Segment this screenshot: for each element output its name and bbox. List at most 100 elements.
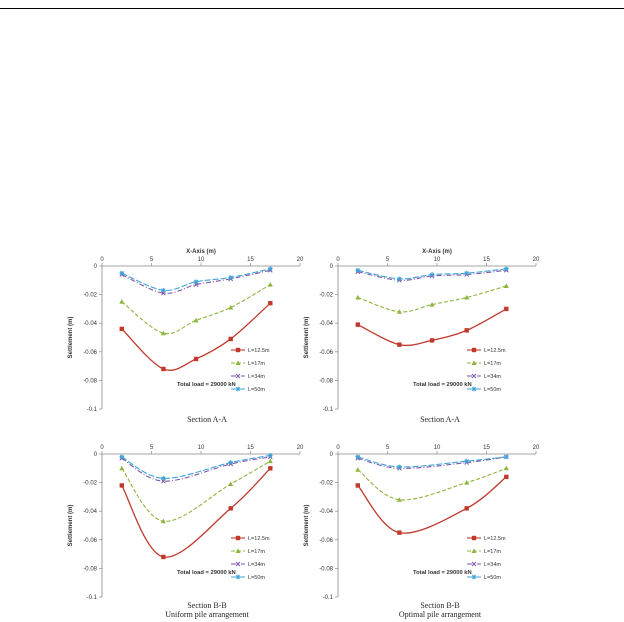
data-point [119, 326, 124, 332]
series-line-3 [121, 456, 271, 482]
series-line-3 [121, 269, 271, 294]
data-point [267, 453, 273, 458]
y-axis-title: Settlement (m) [304, 505, 310, 547]
series-line-1 [121, 467, 271, 558]
y-tick-label: -0.04 [319, 321, 333, 327]
y-tick-label: -0.06 [83, 538, 97, 544]
data-point [429, 302, 435, 307]
legend-marker [471, 360, 477, 365]
data-point [355, 294, 361, 300]
legend-label: L=12.5m [484, 536, 506, 542]
data-point [355, 467, 361, 472]
data-point [464, 458, 470, 464]
data-point [504, 474, 509, 480]
data-point [397, 342, 402, 347]
data-point [160, 287, 166, 293]
y-axis-title: Settlement (m) [68, 505, 74, 547]
x-tick-label: 15 [483, 445, 490, 451]
data-point [396, 309, 402, 314]
series-line-2 [121, 460, 271, 522]
chart-panel-1: 0 5 10 15 20 0 -0.02 -0.04 -0.06 -0.08 -0.1 X-Axis … [60, 244, 360, 414]
legend-label: L=34m [248, 562, 265, 568]
data-point [503, 283, 509, 289]
data-point [228, 506, 233, 511]
total-load-annotation: Total load = 29000 kN [413, 382, 472, 388]
y-tick-label: -0.02 [319, 293, 333, 299]
y-tick-label: 0 [94, 264, 98, 270]
chart-svg-2: 0 5 10 15 20 0 -0.02 -0.04 -0.06 -0.08 -0.1 X-Axis … [304, 249, 540, 413]
legend-marker [471, 347, 477, 353]
data-point [161, 366, 166, 372]
data-point [228, 336, 233, 342]
legend-label: L=50m [248, 575, 265, 581]
data-point [193, 356, 199, 362]
data-point [396, 464, 402, 470]
chart-panel-2: 0 5 10 15 20 0 -0.02 -0.04 -0.06 -0.08 -0.1 X-Axis … [296, 244, 596, 414]
series-line-2 [357, 285, 507, 313]
series-line-3 [357, 456, 507, 469]
legend-label: L=34m [484, 374, 501, 380]
series-line-4 [121, 454, 271, 479]
y-axis-title: Settlement (m) [68, 317, 74, 359]
x-tick-label: 0 [100, 445, 104, 451]
caption-section-4: Section B-B [420, 601, 460, 610]
legend-marker [235, 360, 241, 365]
x-tick-label: 0 [336, 257, 340, 263]
x-tick-label: 10 [434, 257, 441, 263]
y-tick-label: -0.08 [83, 378, 97, 384]
y-tick-label: -0.04 [83, 509, 97, 515]
legend-marker [235, 548, 241, 553]
legend-marker [471, 373, 477, 379]
y-tick-label: -0.04 [319, 509, 333, 515]
y-tick-label: 0 [330, 452, 334, 458]
data-point [193, 279, 199, 285]
data-point [503, 266, 509, 272]
data-point [355, 454, 361, 460]
data-point [161, 554, 166, 560]
caption-section-2: Section A-A [420, 415, 460, 424]
y-tick-label: -0.06 [83, 350, 97, 356]
series-line-4 [357, 456, 507, 468]
data-point [355, 483, 360, 488]
x-tick-label: 5 [150, 257, 154, 263]
x-tick-label: 15 [247, 257, 254, 263]
legend-label: L=12.5m [484, 348, 506, 354]
y-tick-label: -0.1 [323, 407, 334, 413]
data-point [268, 466, 273, 471]
data-point [464, 506, 469, 511]
x-tick-label: 5 [150, 445, 154, 451]
legend-marker [235, 347, 241, 353]
data-point [268, 300, 273, 306]
legend-marker [235, 574, 241, 580]
y-axis-title: Settlement (m) [304, 317, 310, 359]
data-point [397, 530, 402, 535]
total-load-annotation: Total load = 29000 kN [177, 382, 236, 388]
data-point [429, 338, 435, 343]
y-tick-label: -0.1 [87, 595, 98, 601]
legend-label: L=17m [248, 361, 265, 367]
data-point [355, 267, 361, 273]
data-point [464, 328, 469, 333]
y-tick-label: -0.06 [319, 350, 333, 356]
y-tick-label: -0.08 [319, 566, 333, 572]
total-load-annotation: Total load = 29000 kN [413, 570, 472, 576]
x-axis-title: X-Axis (m) [186, 249, 216, 255]
series-line-3 [357, 269, 507, 281]
legend-label: L=12.5m [248, 536, 270, 542]
data-point [396, 497, 402, 502]
data-point [504, 306, 509, 312]
data-point [160, 518, 166, 524]
data-point [228, 460, 234, 465]
x-tick-label: 20 [533, 257, 540, 263]
legend-label: L=12.5m [248, 348, 270, 354]
x-tick-label: 5 [386, 445, 390, 451]
data-point [429, 272, 435, 277]
chart-svg-3: 0 5 10 15 20 0 -0.02 -0.04 -0.06 -0.08 -0.1 Settlem… [68, 445, 304, 601]
data-point [396, 276, 402, 282]
y-tick-label: -0.1 [323, 595, 334, 601]
x-tick-label: 20 [297, 445, 304, 451]
data-point [119, 454, 125, 460]
chart-panel-3: 0 5 10 15 20 0 -0.02 -0.04 -0.06 -0.08 -0.1 Settlem… [60, 432, 360, 602]
caption-section-1: Section A-A [187, 415, 227, 424]
y-tick-label: -0.04 [83, 321, 97, 327]
